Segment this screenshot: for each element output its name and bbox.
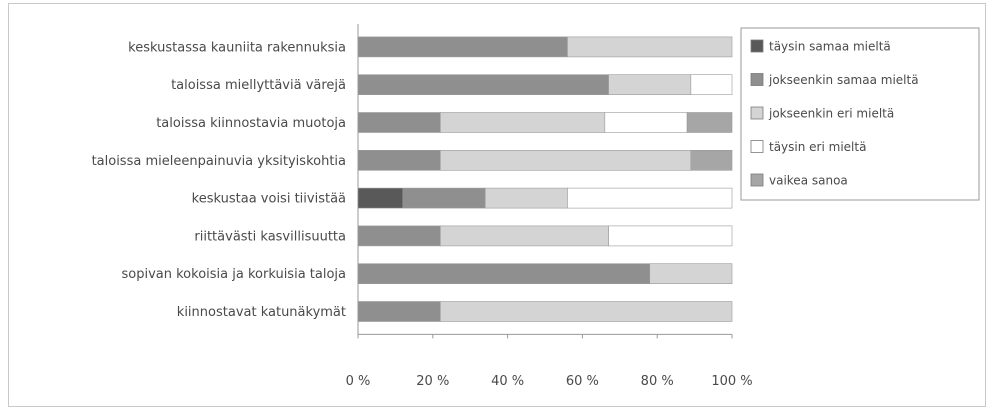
x-tick-label: 20 % [416, 374, 449, 389]
bar-segment [604, 112, 688, 133]
category-label: taloissa kiinnostavia muotoja [156, 116, 346, 131]
bar-segment [357, 150, 441, 171]
bar-segment [357, 301, 441, 322]
category-label: kiinnostavat katunäkymät [177, 305, 346, 320]
bar-segment [567, 36, 733, 58]
bar-segment [357, 112, 441, 133]
category-label: taloissa miellyttäviä värejä [171, 78, 346, 93]
bar-segment [439, 112, 606, 133]
bar-segment [649, 263, 733, 285]
bar-segment [608, 74, 692, 95]
category-label: taloissa mieleenpainuvia yksityiskohtia [92, 154, 346, 169]
bar-segment [402, 187, 486, 209]
bar-segment [686, 112, 733, 133]
bar-segment [439, 225, 609, 247]
legend-swatch [750, 140, 764, 153]
x-tick-label: 100 % [711, 374, 752, 389]
x-tick-label: 80 % [641, 374, 674, 389]
bar-segment [608, 225, 733, 247]
x-tick-label: 0 % [346, 374, 371, 389]
legend-label: jokseenkin eri mieltä [768, 107, 894, 121]
legend-swatch [750, 106, 764, 120]
legend-swatch [750, 73, 764, 86]
legend-swatch [750, 173, 764, 187]
x-tick-label: 40 % [491, 374, 524, 389]
bar-segment [567, 187, 733, 209]
category-label: sopivan kokoisia ja korkuisia taloja [122, 267, 347, 282]
category-label: keskustassa kauniita rakennuksia [128, 40, 346, 55]
legend-box [740, 27, 980, 201]
bar-segment [357, 225, 441, 247]
legend-label: vaikea sanoa [769, 174, 848, 188]
bar-segment [484, 187, 568, 209]
category-label: keskustaa voisi tiivistää [192, 192, 346, 207]
bar-segment [357, 36, 568, 58]
bar-segment [357, 74, 609, 95]
legend-label: täysin eri mieltä [769, 140, 866, 154]
bar-segment [357, 263, 651, 285]
legend-label: jokseenkin samaa mieltä [768, 73, 919, 87]
bar-segment [439, 301, 733, 322]
bar-segment [357, 187, 404, 209]
x-tick-label: 60 % [566, 374, 599, 389]
legend-label: täysin samaa mieltä [769, 40, 891, 54]
bar-segment [690, 74, 733, 95]
bar-segment [690, 150, 733, 171]
legend-swatch [750, 39, 764, 53]
bar-segment [439, 150, 692, 171]
category-label: riittävästi kasvillisuutta [194, 229, 346, 244]
